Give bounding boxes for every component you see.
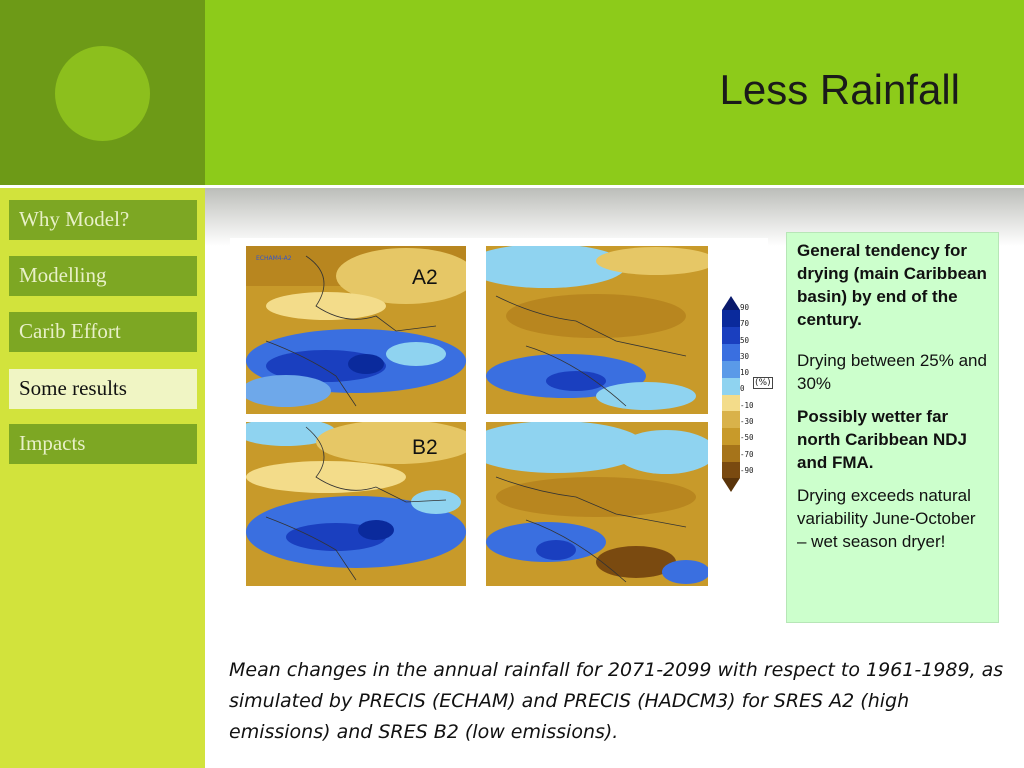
summary-wetter-north: Possibly wetter far north Caribbean NDJ … (797, 407, 968, 472)
colorbar-tick: 70 (740, 319, 750, 329)
colorbar-units: (%) (753, 377, 773, 389)
summary-variability: Drying exceeds natural variability June-… (797, 486, 976, 551)
colorbar-tick: -10 (740, 400, 754, 410)
nav-item-carib-effort[interactable]: Carib Effort (9, 312, 197, 352)
colorbar-tick: -50 (740, 433, 754, 443)
colorbar-tick: -90 (740, 465, 754, 475)
colorbar-tick: 30 (740, 351, 750, 361)
nav-item-modelling[interactable]: Modelling (9, 256, 197, 296)
nav-item-impacts[interactable]: Impacts (9, 424, 197, 464)
colorbar-ticks: 90 70 50 30 10 0 -10 -30 -50 -70 -90 (740, 300, 754, 479)
summary-drying-tendency: General tendency for drying (main Caribb… (797, 241, 987, 329)
rainfall-maps-figure: ECHAM4-A2 (230, 238, 768, 594)
slide-title: Less Rainfall (719, 66, 960, 113)
colorbar-tick: 90 (740, 303, 750, 312)
decorative-circle (55, 46, 150, 141)
panel-1-model: ECHAM4-A2 (256, 255, 292, 262)
map-hadcm3-b2 (486, 422, 708, 586)
colorbar-tick: 0 (740, 384, 745, 394)
colorbar-tick: 10 (740, 368, 750, 378)
map-echam-a2: ECHAM4-A2 (246, 246, 466, 414)
label-a2: A2 (412, 266, 438, 289)
summary-drying-range: Drying between 25% and 30% (797, 351, 987, 393)
nav-item-why-model[interactable]: Why Model? (9, 200, 197, 240)
colorbar-tick: -70 (740, 449, 754, 459)
map-echam-b2 (246, 422, 466, 586)
map-hadcm3-a2 (486, 246, 708, 414)
colorbar (722, 296, 740, 492)
header-left-block (0, 0, 205, 186)
header-divider (0, 185, 1024, 188)
label-b2: B2 (412, 436, 438, 459)
summary-textbox: General tendency for drying (main Caribb… (786, 232, 999, 623)
colorbar-tick: 50 (740, 335, 750, 345)
nav-item-some-results[interactable]: Some results (9, 369, 197, 409)
header-band (205, 0, 1024, 186)
colorbar-tick: -30 (740, 417, 754, 427)
figure-caption: Mean changes in the annual rainfall for … (229, 659, 1004, 743)
